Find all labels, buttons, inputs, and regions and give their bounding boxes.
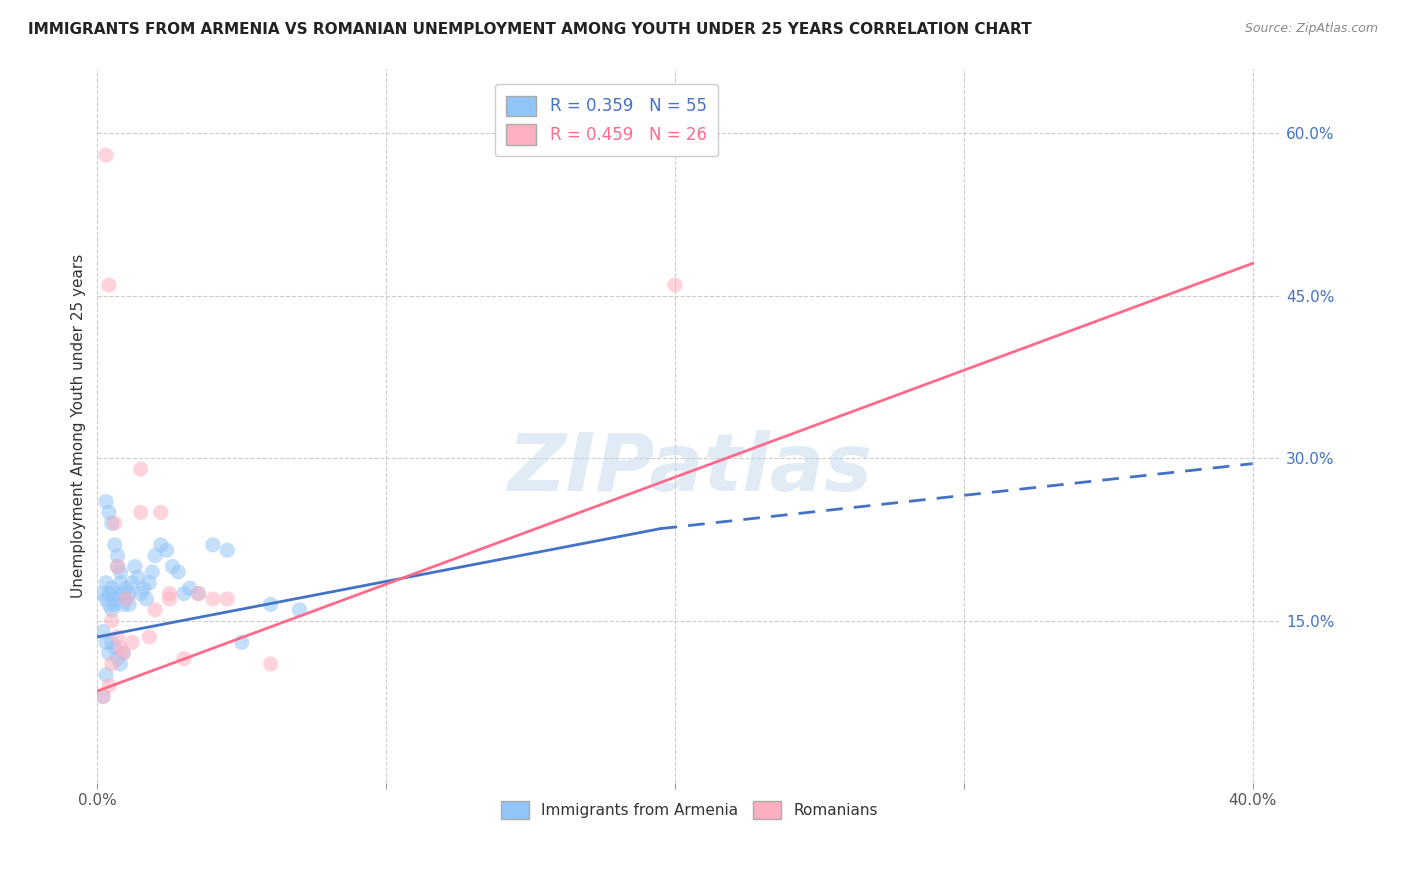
Point (143, 549, 166, 563)
Point (173, 586, 195, 600)
Point (112, 586, 135, 600)
Point (259, 598, 281, 612)
Point (97, 598, 120, 612)
Point (97, 586, 120, 600)
Point (107, 592, 129, 607)
Point (201, 538, 224, 552)
Point (664, 278, 686, 293)
Point (167, 565, 190, 579)
Point (121, 575, 143, 590)
Point (97, 278, 120, 293)
Point (143, 603, 166, 617)
Point (104, 538, 127, 552)
Point (94, 635, 117, 649)
Point (141, 565, 163, 579)
Point (173, 651, 195, 665)
Point (112, 598, 135, 612)
Point (101, 614, 124, 628)
Point (107, 630, 129, 644)
Point (129, 462, 152, 476)
Point (104, 598, 127, 612)
Point (101, 657, 124, 671)
Point (94, 148, 117, 162)
Point (101, 516, 124, 531)
Point (124, 559, 146, 574)
Point (101, 581, 124, 595)
Point (129, 586, 152, 600)
Point (162, 559, 184, 574)
Point (231, 635, 253, 649)
Point (104, 516, 127, 531)
Point (179, 581, 201, 595)
Point (91, 586, 114, 600)
Point (94, 667, 117, 681)
Point (94, 494, 117, 508)
Point (132, 581, 155, 595)
Point (156, 543, 179, 558)
Point (91, 690, 114, 704)
Point (187, 586, 209, 600)
Point (127, 570, 149, 584)
Point (115, 592, 138, 607)
Point (97, 679, 120, 693)
Point (110, 575, 132, 590)
Point (118, 598, 141, 612)
Point (115, 581, 138, 595)
Point (149, 538, 172, 552)
Point (115, 592, 138, 607)
Point (107, 651, 129, 665)
Point (107, 549, 129, 563)
Point (129, 505, 152, 519)
Point (104, 586, 127, 600)
Point (288, 603, 311, 617)
Y-axis label: Unemployment Among Youth under 25 years: Unemployment Among Youth under 25 years (72, 253, 86, 598)
Point (135, 592, 157, 607)
Point (118, 586, 141, 600)
Point (91, 690, 114, 704)
Point (121, 635, 143, 649)
Point (110, 657, 132, 671)
Point (187, 586, 209, 600)
Text: ZIPatlas: ZIPatlas (508, 430, 872, 508)
Point (217, 543, 239, 558)
Point (201, 592, 224, 607)
Point (94, 575, 117, 590)
Text: Source: ZipAtlas.com: Source: ZipAtlas.com (1244, 22, 1378, 36)
Point (217, 592, 239, 607)
Point (110, 640, 132, 655)
Point (97, 646, 120, 660)
Point (112, 646, 135, 660)
Point (159, 586, 181, 600)
Point (91, 624, 114, 639)
Point (110, 565, 132, 579)
Text: IMMIGRANTS FROM ARMENIA VS ROMANIAN UNEMPLOYMENT AMONG YOUTH UNDER 25 YEARS CORR: IMMIGRANTS FROM ARMENIA VS ROMANIAN UNEM… (28, 22, 1032, 37)
Point (107, 559, 129, 574)
Point (149, 505, 172, 519)
Point (101, 635, 124, 649)
Point (107, 559, 129, 574)
Legend: Immigrants from Armenia, Romanians: Immigrants from Armenia, Romanians (495, 795, 883, 825)
Point (101, 603, 124, 617)
Point (112, 646, 135, 660)
Point (94, 592, 117, 607)
Point (138, 630, 160, 644)
Point (104, 640, 127, 655)
Point (138, 575, 160, 590)
Point (259, 657, 281, 671)
Point (97, 505, 120, 519)
Point (159, 592, 181, 607)
